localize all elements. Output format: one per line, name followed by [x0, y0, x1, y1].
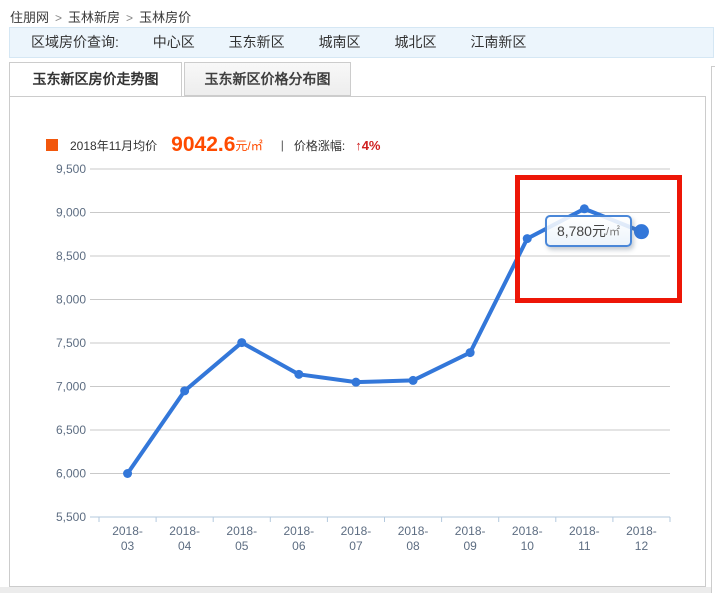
average-price-value: 9042.6	[171, 133, 236, 156]
svg-text:2018-07: 2018-07	[341, 524, 372, 553]
nav-link-chengnan-district[interactable]: 城南区	[318, 34, 361, 50]
svg-text:2018-12: 2018-12	[626, 524, 657, 553]
legend-square-icon	[46, 139, 58, 151]
price-trend-line-chart: 9,500 9,000 8,500 8,000 7,500 7,000 6,500 6,000…	[56, 162, 671, 553]
region-price-nav: 区域房价查询: 中心区 玉东新区 城南区 城北区 江南新区	[9, 27, 714, 58]
tooltip-value: 8,780元	[556, 223, 606, 239]
breadcrumb-link-home[interactable]: 住朋网	[10, 10, 50, 25]
svg-text:8,000: 8,000	[56, 293, 86, 307]
chart-tooltip: 8,780元/㎡	[545, 215, 632, 247]
highlight-rectangle	[515, 175, 682, 303]
svg-text:5,500: 5,500	[56, 510, 86, 524]
tab-price-distribution[interactable]: 玉东新区价格分布图	[184, 62, 351, 96]
svg-text:9,500: 9,500	[56, 162, 86, 176]
svg-text:2018-03: 2018-03	[112, 524, 143, 553]
svg-text:2018-06: 2018-06	[283, 524, 314, 553]
region-nav-label: 区域房价查询:	[31, 34, 119, 50]
nav-link-jiangnan-district[interactable]: 江南新区	[470, 34, 527, 50]
stats-divider: |	[280, 138, 284, 152]
breadcrumb-separator: >	[126, 11, 134, 25]
page-bottom-strip	[0, 587, 711, 593]
svg-text:2018-09: 2018-09	[455, 524, 486, 553]
svg-text:2018-04: 2018-04	[169, 524, 200, 553]
average-price-unit: 元/㎡	[235, 138, 263, 153]
svg-text:2018-08: 2018-08	[398, 524, 429, 553]
svg-text:6,000: 6,000	[56, 467, 86, 481]
breadcrumb-link-newhouse[interactable]: 玉林新房	[68, 10, 121, 25]
svg-text:8,500: 8,500	[56, 249, 86, 263]
breadcrumb-link-price[interactable]: 玉林房价	[139, 10, 192, 25]
nav-link-yudong-district[interactable]: 玉东新区	[228, 34, 285, 50]
tab-price-trend[interactable]: 玉东新区房价走势图	[9, 62, 182, 96]
chart-tabs: 玉东新区房价走势图 玉东新区价格分布图	[9, 62, 715, 96]
average-price-label: 2018年11月均价	[70, 138, 158, 153]
price-trend-panel: 2018年11月均价 9042.6 元/㎡ | 价格涨幅: ↑4% 9,500 9…	[9, 96, 706, 587]
tooltip-unit: /㎡	[605, 226, 621, 238]
price-stats-row: 2018年11月均价 9042.6 元/㎡ | 价格涨幅: ↑4%	[46, 133, 381, 157]
svg-text:2018-11: 2018-11	[569, 524, 600, 553]
price-change-value: ↑4%	[355, 137, 381, 153]
svg-text:9,000: 9,000	[56, 206, 86, 220]
adjacent-panel-edge	[711, 66, 715, 593]
nav-link-chengbei-district[interactable]: 城北区	[394, 34, 437, 50]
svg-text:7,000: 7,000	[56, 380, 86, 394]
svg-text:6,500: 6,500	[56, 423, 86, 437]
breadcrumb-separator: >	[55, 11, 63, 25]
price-change-label: 价格涨幅:	[293, 138, 346, 153]
breadcrumb: 住朋网 > 玉林新房 > 玉林房价	[0, 0, 715, 27]
svg-text:2018-10: 2018-10	[512, 524, 543, 553]
svg-text:2018-05: 2018-05	[226, 524, 257, 553]
nav-link-central-district[interactable]: 中心区	[152, 34, 195, 50]
svg-text:7,500: 7,500	[56, 336, 86, 350]
